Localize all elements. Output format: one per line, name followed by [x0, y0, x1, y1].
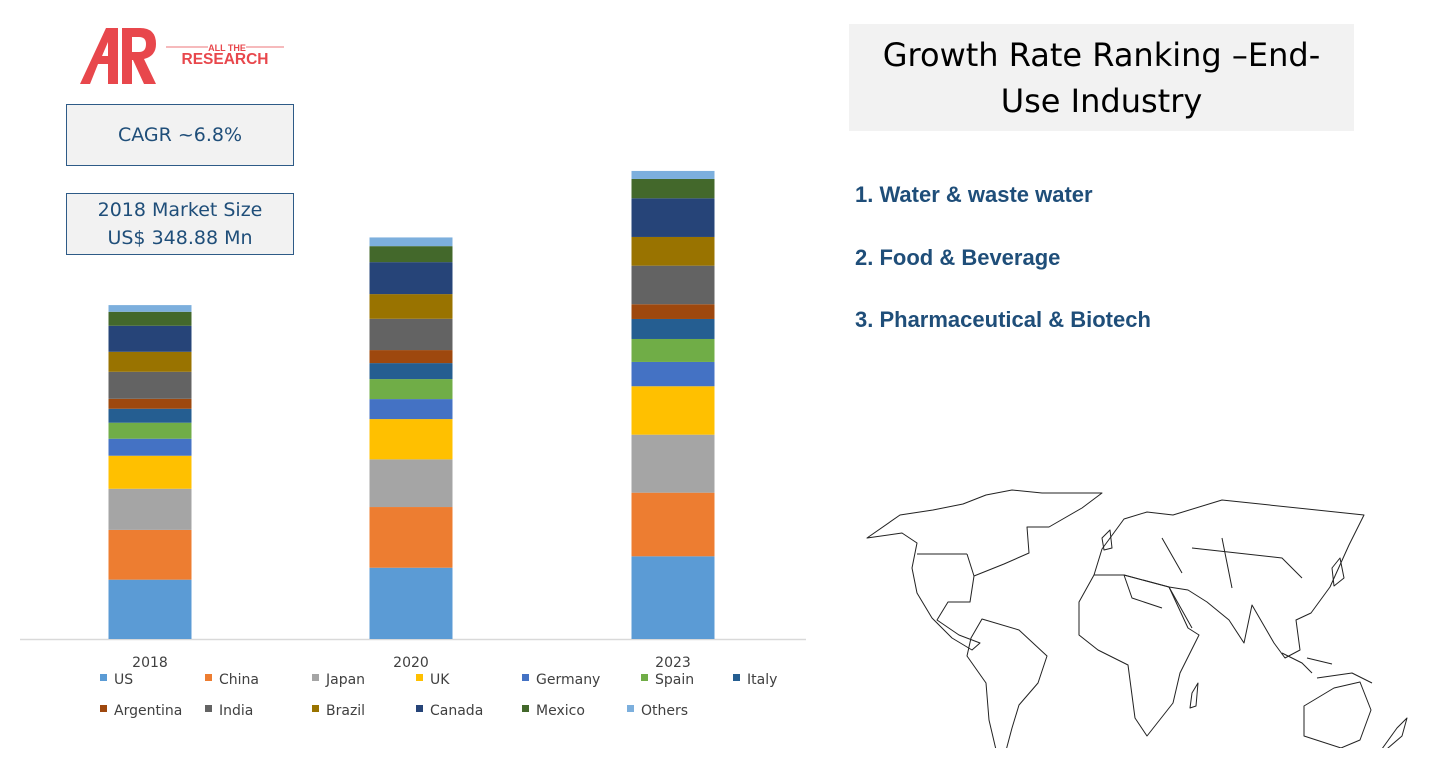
legend-label-mexico: Mexico — [536, 703, 585, 719]
bar-segment-china-2018 — [108, 529, 192, 580]
bar-segment-japan-2020 — [369, 459, 453, 508]
bar-segment-brazil-2020 — [369, 294, 453, 319]
legend-label-brazil: Brazil — [326, 703, 365, 719]
legend-swatch-others — [627, 705, 634, 712]
bar-segment-germany-2020 — [369, 399, 453, 420]
legend-swatch-spain — [641, 674, 648, 681]
legend-swatch-germany — [522, 674, 529, 681]
bar-segment-uk-2020 — [369, 419, 453, 460]
bar-segment-india-2023 — [631, 265, 715, 305]
bar-segment-japan-2018 — [108, 488, 192, 530]
legend-swatch-mexico — [522, 705, 529, 712]
legend-label-germany: Germany — [536, 672, 600, 688]
legend-swatch-us — [100, 674, 107, 681]
bar-segment-china-2020 — [369, 507, 453, 568]
legend-label-canada: Canada — [430, 703, 483, 719]
bar-segment-us-2018 — [108, 579, 192, 639]
cagr-box: CAGR ~6.8% — [66, 104, 294, 166]
legend-label-uk: UK — [430, 672, 450, 688]
bar-segment-others-2018 — [108, 305, 192, 312]
bar-segment-italy-2023 — [631, 318, 715, 339]
stacked-bar-chart: 2018 2020 2023 US China Japan UK Germany Spain I… — [20, 170, 806, 719]
x-tick-label: 2020 — [393, 655, 429, 671]
market-size-line1: 2018 Market Size — [97, 199, 263, 221]
bar-segment-mexico-2023 — [631, 178, 715, 199]
svg-text:RESEARCH: RESEARCH — [182, 51, 269, 68]
bar-segment-japan-2023 — [631, 434, 715, 493]
bar-segment-spain-2023 — [631, 338, 715, 362]
world-map-icon — [862, 478, 1432, 761]
legend-swatch-india — [205, 705, 212, 712]
ranking-item-1: 1. Water & waste water — [855, 182, 1093, 207]
legend-swatch-japan — [312, 674, 319, 681]
legend-swatch-brazil — [312, 705, 319, 712]
svg-text:ALL THE: ALL THE — [208, 43, 246, 53]
legend-swatch-china — [205, 674, 212, 681]
ranking-title-box: Growth Rate Ranking –End-Use Industry — [849, 24, 1354, 131]
bar-segment-canada-2018 — [108, 325, 192, 352]
legend-label-india: India — [219, 703, 253, 719]
bar-segment-others-2023 — [631, 170, 715, 179]
bar-segment-argentina-2018 — [108, 398, 192, 409]
bar-segment-italy-2020 — [369, 363, 453, 380]
bar-segment-canada-2020 — [369, 262, 453, 295]
bar-segment-germany-2018 — [108, 438, 192, 456]
bar-segment-brazil-2018 — [108, 351, 192, 372]
bar-segment-argentina-2020 — [369, 350, 453, 364]
legend-swatch-canada — [416, 705, 423, 712]
bar-segment-spain-2018 — [108, 422, 192, 439]
legend-label-spain: Spain — [655, 672, 694, 688]
bar-segment-canada-2023 — [631, 198, 715, 237]
cagr-text: CAGR ~6.8% — [117, 124, 243, 146]
legend-swatch-italy — [733, 674, 740, 681]
legend-swatch-uk — [416, 674, 423, 681]
bar-segment-germany-2023 — [631, 361, 715, 387]
legend-label-us: US — [114, 672, 133, 688]
bar-segment-china-2023 — [631, 492, 715, 557]
bar-segment-mexico-2020 — [369, 246, 453, 263]
legend-label-others: Others — [641, 703, 688, 719]
x-tick-label: 2023 — [655, 655, 691, 671]
legend-label-italy: Italy — [747, 672, 777, 688]
bar-segment-brazil-2023 — [631, 236, 715, 266]
bar-segment-us-2023 — [631, 556, 715, 639]
legend-swatch-argentina — [100, 705, 107, 712]
bar-segment-us-2020 — [369, 567, 453, 639]
bar-segment-uk-2023 — [631, 386, 715, 435]
bar-segment-argentina-2023 — [631, 304, 715, 319]
market-size-line2: US$ 348.88 Mn — [107, 227, 253, 249]
bar-segment-italy-2018 — [108, 408, 192, 423]
bar-segment-others-2020 — [369, 237, 453, 247]
x-tick-label: 2018 — [132, 655, 168, 671]
ranking-title: Growth Rate Ranking –End-Use Industry — [882, 35, 1321, 120]
bar-segment-mexico-2018 — [108, 311, 192, 326]
legend-label-china: China — [219, 672, 259, 688]
bar-segment-uk-2018 — [108, 455, 192, 489]
company-logo: ALL THE RESEARCH — [78, 24, 298, 86]
ranking-item-3: 3. Pharmaceutical & Biotech — [855, 307, 1151, 332]
legend-label-argentina: Argentina — [114, 703, 182, 719]
bar-segment-spain-2020 — [369, 379, 453, 400]
bar-segment-india-2018 — [108, 371, 192, 399]
bar-segment-india-2020 — [369, 318, 453, 351]
legend-label-japan: Japan — [325, 672, 365, 688]
market-size-box: 2018 Market Size US$ 348.88 Mn — [66, 193, 294, 255]
ranking-item-2: 2. Food & Beverage — [855, 245, 1061, 270]
